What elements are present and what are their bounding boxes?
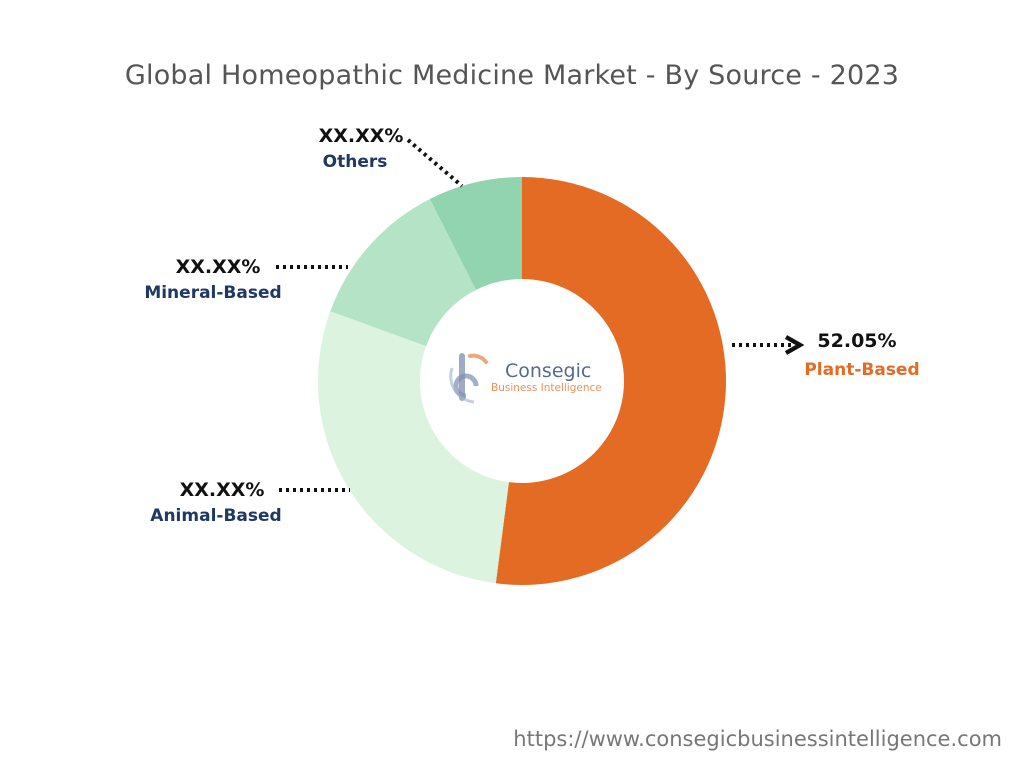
slice-others: [429, 177, 522, 290]
consegic-logo-icon: [449, 353, 488, 404]
slices-layer: [317, 177, 727, 586]
watermark-name: Consegic: [505, 360, 591, 382]
slice-plant-based: [495, 177, 727, 586]
category-label-mineral-based: Mineral-Based: [144, 283, 281, 303]
watermark-subtitle: Business Intelligence: [491, 382, 602, 394]
slice-animal-based: [317, 311, 509, 584]
percent-label-others: XX.XX%: [319, 125, 404, 147]
leader-line-others: [406, 138, 464, 188]
watermark-logo: Consegic Business Intelligence: [449, 353, 602, 404]
percent-label-mineral-based: XX.XX%: [176, 256, 261, 278]
chart-title: Global Homeopathic Medicine Market - By …: [124, 60, 900, 91]
percent-label-plant-based: 52.05%: [817, 330, 896, 352]
category-label-others: Others: [323, 152, 388, 172]
labels-layer: 52.05% Plant-Based XX.XX% Animal-Based XX.XX…: [144, 125, 919, 526]
slice-mineral-based: [330, 198, 476, 347]
source-url: https://www.consegicbusinessintelligence…: [513, 727, 1002, 751]
percent-label-animal-based: XX.XX%: [180, 479, 265, 501]
category-label-animal-based: Animal-Based: [150, 506, 281, 526]
category-label-plant-based: Plant-Based: [804, 360, 919, 380]
